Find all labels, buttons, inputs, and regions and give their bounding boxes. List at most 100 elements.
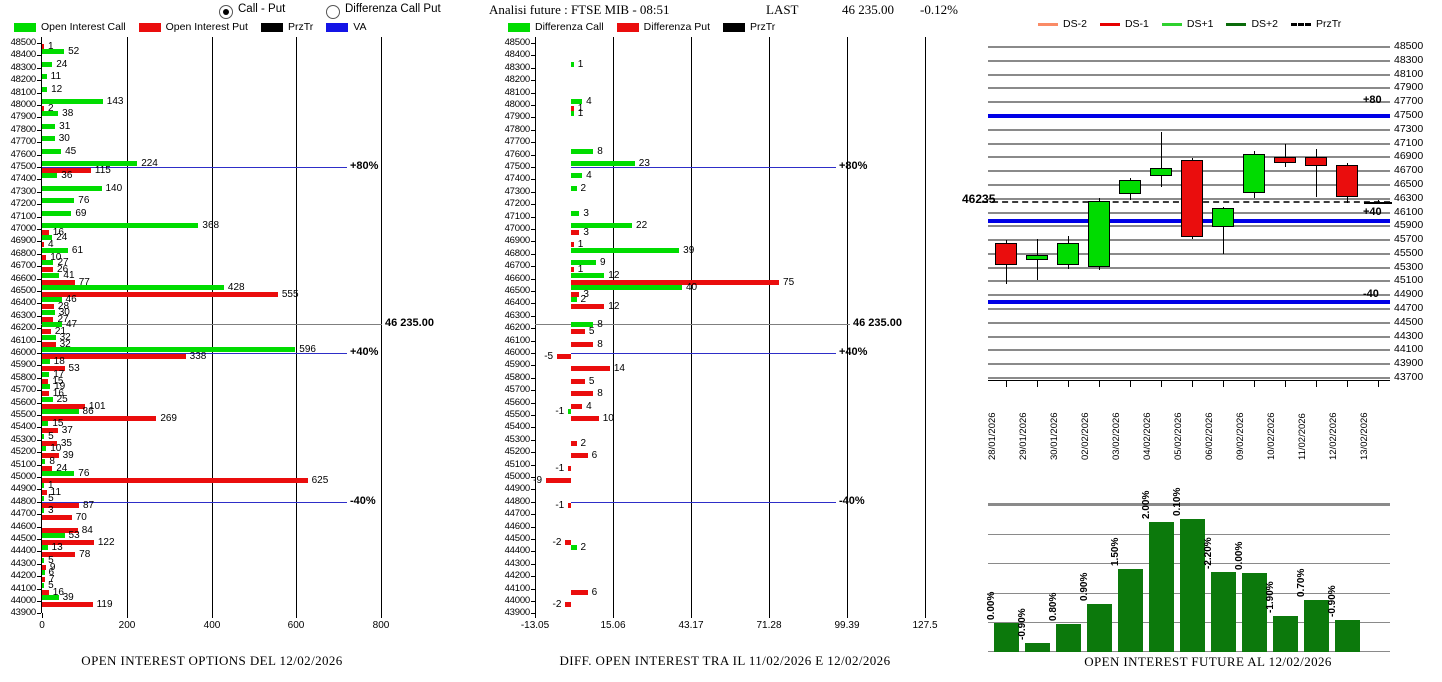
strike-label: 44500 (504, 533, 531, 544)
future-oi-pct-label: 0.10% (1172, 487, 1183, 516)
price-tick-label: 46100 (1394, 206, 1424, 218)
candle-body-up (1088, 201, 1110, 268)
date-tick (1223, 380, 1224, 387)
radio-differenza-call-put[interactable] (326, 5, 340, 19)
future-oi-pct-label: 1.50% (1110, 537, 1121, 566)
oi-put-bar (42, 527, 78, 533)
oi-put-bar (42, 440, 57, 446)
strike-tick (37, 191, 41, 193)
oi-call-bar-value: 15 (52, 418, 64, 430)
price-tick-label: 45900 (1394, 219, 1424, 231)
strike-label: 46300 (10, 309, 37, 321)
va-line (42, 502, 347, 503)
strike-tick (37, 129, 41, 131)
strike-label: 45700 (10, 384, 37, 396)
strike-tick (37, 514, 41, 516)
oi-put-bar-value: 5 (588, 375, 595, 387)
strike-tick (531, 563, 535, 565)
oi-put-bar (565, 540, 571, 545)
candle-body-up (1212, 208, 1234, 227)
oi-call-bar-value: 1 (48, 480, 54, 492)
strike-tick (531, 353, 535, 354)
candle-wick (1223, 206, 1224, 254)
strike-label: 44600 (10, 520, 37, 532)
future-oi-bar (1118, 569, 1143, 652)
oi-put-bar-value: 16 (52, 388, 64, 400)
oi-put-bar-value: 32 (59, 338, 71, 350)
strike-label: 45800 (10, 371, 37, 383)
future-oi-bar (1149, 522, 1174, 652)
oi-call-bar (42, 173, 58, 179)
strike-tick (531, 278, 535, 280)
oi-call-bar-value: 32 (59, 331, 71, 343)
x-tick-label: 15.06 (600, 620, 626, 631)
price-tick-label: 44900 (1394, 288, 1424, 300)
x-tick-mark (296, 613, 297, 618)
oi-call-bar-value: 30 (58, 133, 70, 145)
oi-call-bar (42, 409, 79, 414)
oi-put-bar-value: -5 (544, 351, 554, 362)
oi-put-bar-value: 2 (48, 103, 54, 114)
oi-put-bar-value: 14 (613, 363, 625, 375)
legend-item: DS-1 (1099, 18, 1149, 30)
strike-tick (37, 439, 41, 441)
strike-tick (37, 365, 41, 367)
future-oi-bar (1087, 604, 1112, 652)
strike-tick (531, 204, 535, 206)
strike-label: 44000 (10, 595, 37, 606)
oi-put-bar (42, 453, 59, 459)
left-legend: Open Interest Call Open Interest Put PrzTr… (14, 21, 379, 33)
oi-put-bar-value: -9 (533, 475, 543, 486)
strike-tick (531, 464, 535, 466)
strike-label: 46600 (504, 272, 531, 284)
oi-put-bar (42, 490, 47, 496)
oi-call-bar (571, 223, 633, 228)
oi-call-bar (568, 409, 571, 414)
oi-put-bar-value: 39 (62, 450, 74, 462)
oi-call-bar (571, 285, 682, 290)
legend-swatch (260, 22, 283, 32)
date-tick (1099, 380, 1100, 387)
oi-call-bar (42, 297, 62, 303)
oi-call-bar-value: 24 (56, 232, 68, 244)
oi-call-bar-value: -1 (555, 406, 565, 417)
price-tick-label: 46500 (1394, 178, 1424, 190)
price-gridline (988, 143, 1390, 145)
analisi-title: Analisi future : FTSE MIB - 08:51 (489, 2, 670, 17)
price-gridline (988, 239, 1390, 241)
future-oi-bar (1304, 600, 1329, 652)
oi-call-bar (42, 570, 45, 576)
vertical-gridline (769, 37, 770, 613)
radio-call-put[interactable] (219, 5, 233, 19)
right-caption: OPEN INTEREST FUTURE AL 12/02/2026 (1084, 654, 1332, 669)
strike-label: 48200 (10, 74, 37, 86)
strike-tick (531, 377, 535, 379)
legend-label: DS-2 (1063, 18, 1087, 30)
oi-put-bar-value: 10 (50, 251, 62, 263)
oi-call-bar-value: 22 (636, 220, 648, 231)
strike-label: 48400 (504, 49, 531, 61)
oi-put-bar (42, 267, 54, 273)
price-tick-label: 45300 (1394, 261, 1424, 273)
oi-put-bar (42, 465, 53, 471)
price-tick-label: 46300 (1394, 192, 1424, 204)
oi-put-bar (571, 304, 605, 310)
future-oi-pct-label: -2.20% (1203, 537, 1214, 569)
future-oi-bar (1056, 624, 1081, 652)
oi-put-bar (571, 106, 574, 111)
oi-call-bar-value: 8 (597, 319, 603, 331)
strike-label: 46100 (10, 334, 37, 346)
oi-put-bar-value: 101 (88, 400, 106, 412)
oi-put-bar-value: -2 (552, 599, 562, 610)
future-oi-pct-label: -1.90% (1265, 581, 1276, 613)
oi-call-bar-value: 12 (51, 83, 63, 95)
oi-call-bar (42, 74, 47, 80)
price-gridline (988, 377, 1390, 379)
oi-call-bar-value: 24 (56, 58, 68, 70)
strike-label: 44200 (504, 570, 531, 582)
legend-item: PrzTr (723, 21, 775, 33)
strike-label: 44800 (10, 495, 37, 507)
strike-label: 46600 (10, 272, 37, 284)
vertical-gridline (381, 37, 382, 613)
